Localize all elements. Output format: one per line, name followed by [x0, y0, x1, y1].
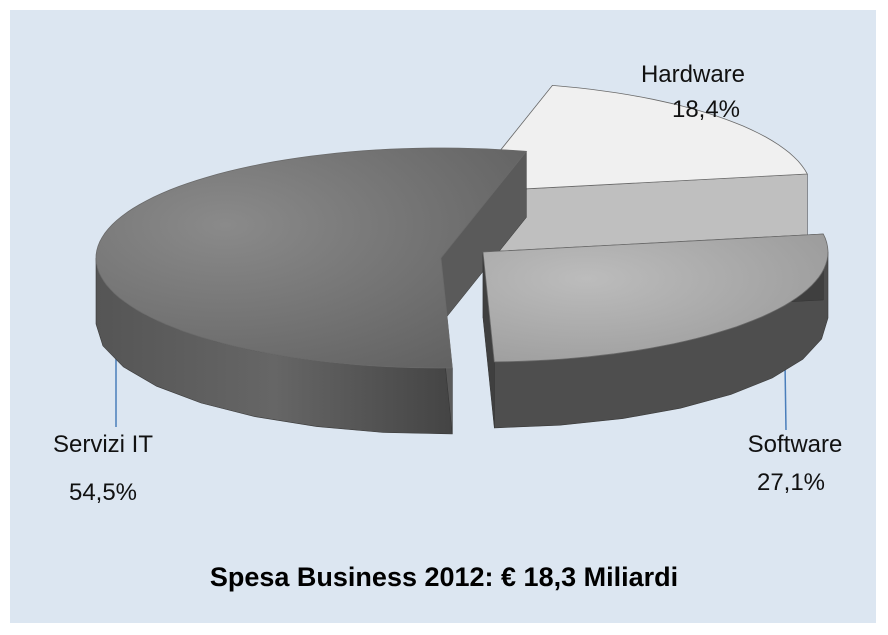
- label-servizi-name: Servizi IT: [53, 431, 153, 458]
- label-software-name: Software: [748, 431, 843, 458]
- pie-slice-servizi-it: [95, 147, 528, 435]
- label-servizi-value: 54,5%: [69, 479, 137, 506]
- label-software-value: 27,1%: [757, 469, 825, 496]
- label-hardware-value: 18,4%: [672, 96, 740, 123]
- chart-title: Spesa Business 2012: € 18,3 Miliardi: [209, 562, 679, 592]
- pie-slice-software: [482, 233, 829, 429]
- leader-line-software: [784, 362, 787, 431]
- label-hardware-name: Hardware: [641, 61, 745, 88]
